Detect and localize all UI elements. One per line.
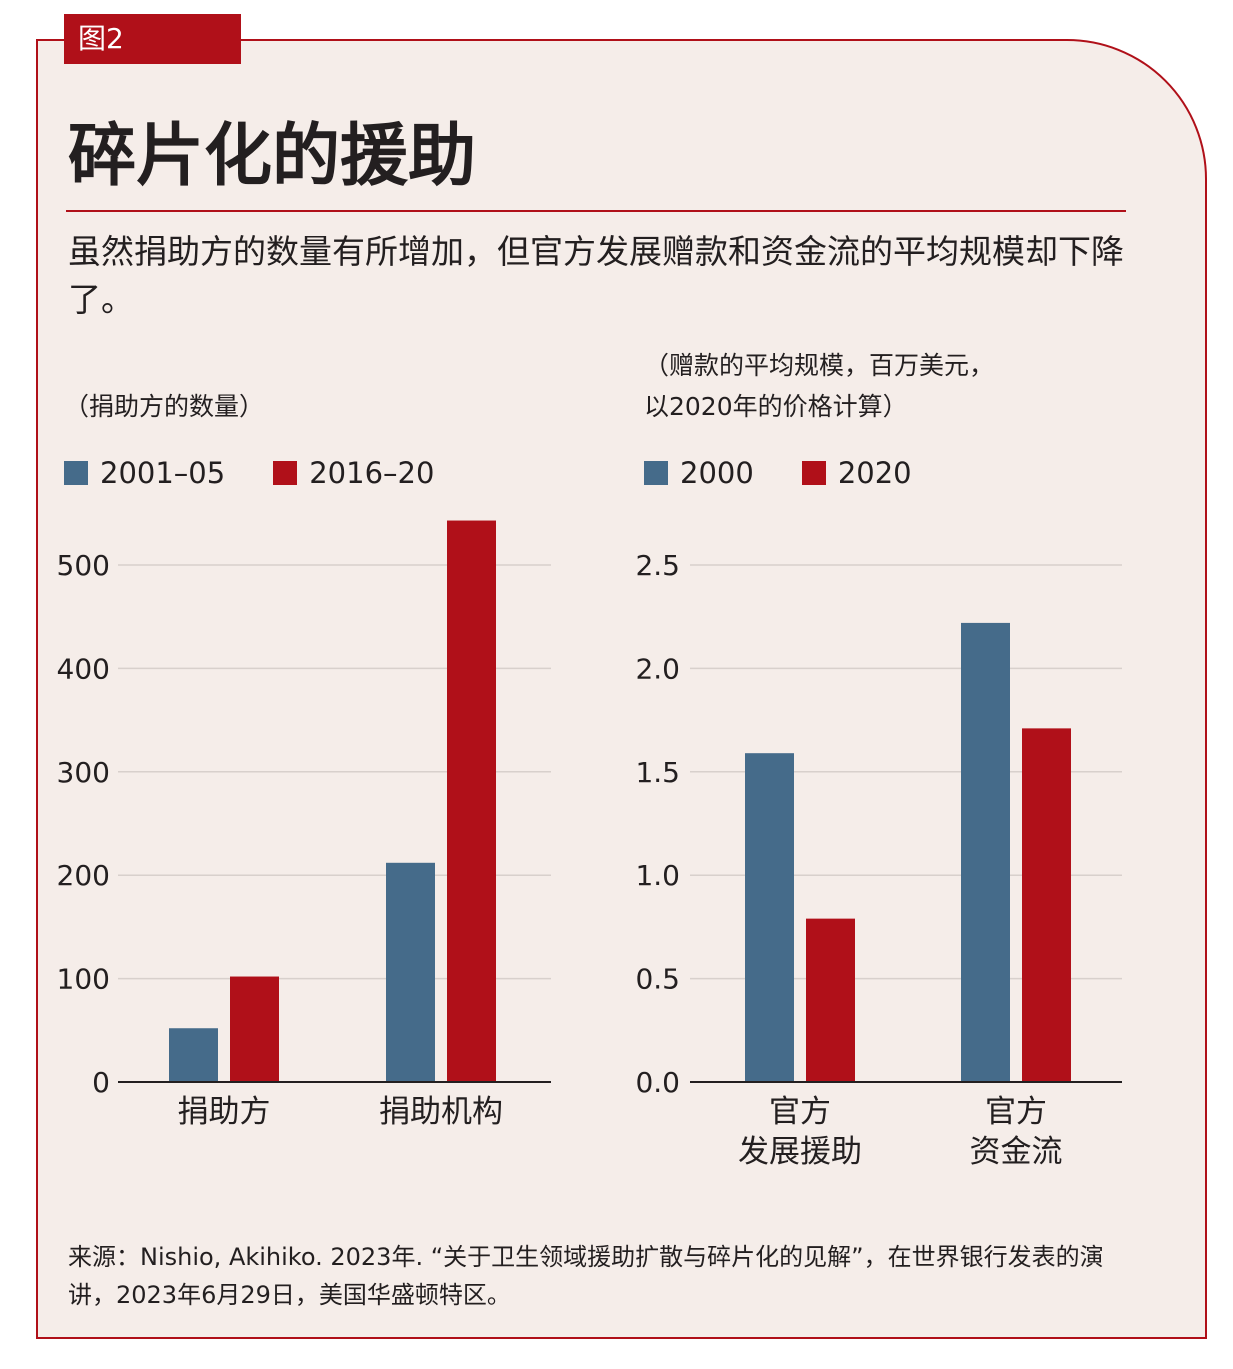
x-category-label: 捐助方 bbox=[178, 1094, 271, 1130]
bar-2016–20-1 bbox=[447, 520, 496, 1082]
left-ylabel: （捐助方的数量） bbox=[64, 392, 265, 421]
y-tick-label: 2.0 bbox=[635, 652, 680, 685]
legend-swatch-blue bbox=[64, 461, 88, 485]
y-tick-label: 0.0 bbox=[635, 1066, 680, 1099]
source-note: 来源：Nishio, Akihiko. 2023年. “关于卫生领域援助扩散与碎… bbox=[68, 1243, 1104, 1309]
y-tick-label: 400 bbox=[57, 652, 110, 685]
legend-swatch-red bbox=[801, 461, 826, 485]
figure-subtitle: 虽然捐助方的数量有所增加，但官方发展赠款和资金流的平均规模却下降了。 bbox=[68, 232, 1124, 319]
legend-label: 2001–05 bbox=[100, 456, 226, 490]
right-legend: 2000 2020 bbox=[644, 456, 912, 490]
bar-2000-1 bbox=[961, 622, 1010, 1082]
legend-label: 2000 bbox=[680, 456, 754, 490]
right-ylabel-line2: 以2020年的价格计算） bbox=[644, 392, 908, 421]
y-tick-label: 0.5 bbox=[635, 963, 680, 996]
y-tick-label: 500 bbox=[57, 549, 110, 582]
figure-panel bbox=[36, 39, 1207, 1339]
y-tick-label: 1.0 bbox=[635, 859, 680, 892]
figure-tag: 图2 bbox=[64, 14, 241, 64]
legend-label: 2020 bbox=[837, 456, 912, 490]
bar-2016–20-0 bbox=[230, 976, 279, 1082]
x-category-label: 官方 bbox=[769, 1094, 831, 1130]
legend-swatch-blue bbox=[644, 461, 668, 485]
x-category-label: 捐助机构 bbox=[379, 1094, 503, 1130]
bar-2000-0 bbox=[745, 753, 794, 1082]
left-legend: 2001–05 2016–20 bbox=[64, 456, 434, 490]
x-category-label: 发展援助 bbox=[738, 1134, 862, 1170]
title-divider bbox=[66, 210, 1126, 212]
y-tick-label: 1.5 bbox=[635, 756, 680, 789]
bar-2001–05-0 bbox=[169, 1028, 218, 1082]
y-tick-label: 0 bbox=[92, 1066, 110, 1099]
bar-2020-1 bbox=[1022, 728, 1071, 1082]
x-category-label: 资金流 bbox=[970, 1134, 1063, 1170]
right-ylabel-line1: （赠款的平均规模，百万美元， bbox=[644, 351, 995, 380]
y-tick-label: 100 bbox=[57, 963, 110, 996]
y-tick-label: 200 bbox=[57, 859, 110, 892]
x-category-label: 官方 bbox=[985, 1094, 1047, 1130]
legend-swatch-red bbox=[273, 461, 298, 485]
bar-2020-0 bbox=[806, 918, 855, 1082]
bar-2001–05-1 bbox=[386, 862, 435, 1082]
legend-label: 2016–20 bbox=[309, 456, 435, 490]
y-tick-label: 300 bbox=[57, 756, 110, 789]
figure-title: 碎片化的援助 bbox=[68, 117, 477, 196]
y-tick-label: 2.5 bbox=[635, 549, 680, 582]
